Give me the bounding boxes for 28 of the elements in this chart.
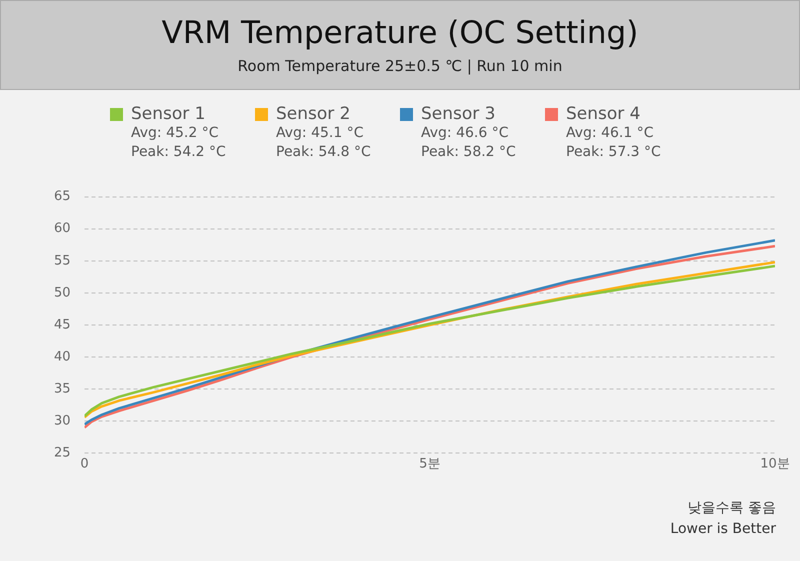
y-tick-label: 55 <box>54 253 71 268</box>
text: Peak: 54.8 °C <box>276 143 372 162</box>
chart-subtitle: Room Temperature 25±0.5 ℃ | Run 10 min <box>236 57 564 75</box>
text: Avg: 46.6 °C <box>421 124 510 143</box>
y-tick-label: 45 <box>54 317 71 332</box>
legend-label: Sensor 2 <box>276 104 350 124</box>
text: Avg: 45.2 °C <box>131 124 220 143</box>
y-tick-label: 25 <box>54 446 71 461</box>
legend-label: Sensor 1 <box>131 104 206 124</box>
text: Peak: 57.3 °C <box>566 143 662 162</box>
y-tick-label: 40 <box>54 349 71 364</box>
y-tick-label: 60 <box>54 221 71 236</box>
text: Peak: 58.2 °C <box>421 143 517 162</box>
chart-title: VRM Temperature (OC Setting) <box>160 15 640 51</box>
x-tick-label: 5분 <box>419 456 440 472</box>
y-tick-label: 65 <box>54 189 71 204</box>
text: Avg: 46.1 °C <box>566 124 654 143</box>
text: Peak: 54.2 °C <box>131 143 227 162</box>
y-tick-label: 35 <box>54 381 71 396</box>
y-tick-label: 30 <box>54 414 71 429</box>
legend-label: Sensor 4 <box>566 104 640 124</box>
legend-label: Sensor 3 <box>421 104 496 124</box>
y-tick-label: 50 <box>54 285 71 300</box>
text: Lower is Better <box>670 520 776 539</box>
x-tick-label: 0 <box>80 456 89 472</box>
text: 낮을수록 좋음 <box>686 499 776 518</box>
text: Avg: 45.1 °C <box>276 124 364 143</box>
x-tick-label: 10분 <box>760 456 790 472</box>
